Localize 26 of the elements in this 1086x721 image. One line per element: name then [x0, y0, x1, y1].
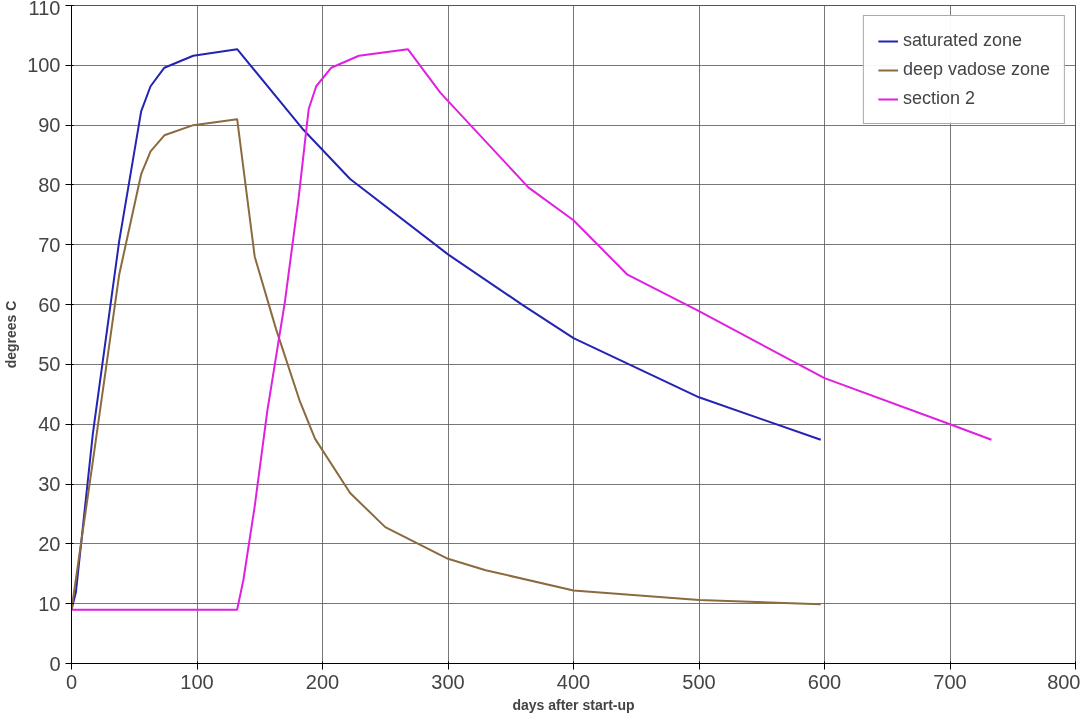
x-tick-label: 200: [305, 670, 340, 693]
y-tick-label: 40: [38, 413, 61, 436]
x-tick-label: 400: [556, 670, 591, 693]
y-tick-label: 100: [27, 54, 61, 77]
y-tick-label: 60: [38, 293, 61, 316]
x-axis-title: days after start-up: [512, 696, 635, 713]
x-tick-label: 0: [65, 670, 78, 693]
legend-label: saturated zone: [902, 30, 1022, 51]
y-tick-label: 70: [38, 233, 61, 256]
x-tick-label: 600: [807, 670, 842, 693]
y-tick-label: 80: [38, 173, 61, 196]
legend-label: deep vadose zone: [902, 59, 1050, 80]
y-tick-label: 10: [38, 592, 61, 615]
y-axis-title: degrees C: [3, 300, 20, 369]
y-tick-label: 50: [38, 353, 61, 376]
x-tick-label: 700: [933, 670, 967, 693]
y-tick-label: 90: [38, 114, 61, 137]
x-tick-label: 800: [1047, 670, 1081, 693]
y-tick-label: 20: [38, 532, 61, 555]
legend-label: section 2: [902, 88, 975, 109]
y-tick-label: 110: [28, 0, 61, 19]
x-tick-label: 100: [180, 670, 214, 693]
y-tick-label: 0: [49, 652, 61, 675]
x-tick-label: 300: [431, 670, 465, 693]
y-tick-label: 30: [38, 473, 61, 496]
x-tick-label: 500: [682, 670, 716, 693]
